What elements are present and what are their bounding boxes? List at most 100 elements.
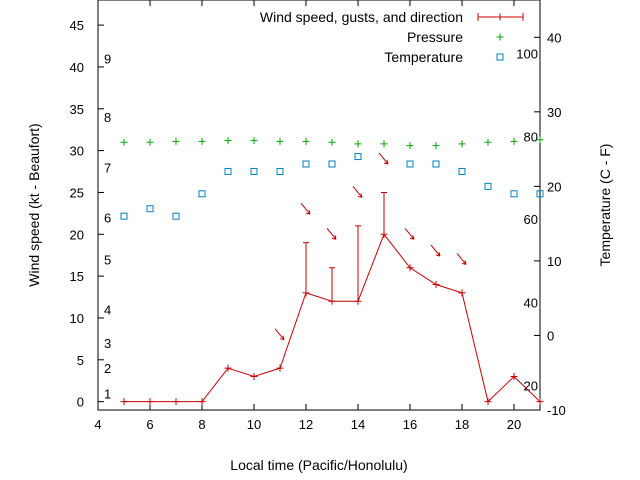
pressure-point	[198, 137, 206, 145]
legend-sample-wind	[477, 13, 524, 21]
wind-point	[302, 289, 310, 297]
pressure-point	[406, 142, 414, 150]
y-tick-label: 20	[70, 227, 84, 242]
temperature-point	[172, 212, 180, 220]
x-tick-label: 10	[247, 417, 261, 432]
y-axis-title: Wind speed (kt - Beaufort)	[26, 123, 42, 286]
chart-marks	[120, 136, 544, 406]
temperature-point	[354, 153, 362, 161]
y2-tick-label: 10	[547, 254, 561, 269]
temperature-point	[120, 212, 128, 220]
y-tick-label: 30	[70, 144, 84, 159]
temperature-point	[328, 160, 336, 168]
temperature-point	[198, 190, 206, 198]
y-tick-label: 25	[70, 185, 84, 200]
wind-point	[146, 398, 154, 406]
pressure-point	[510, 137, 518, 145]
y-tick-label: 10	[70, 311, 84, 326]
legend-label-pressure: Pressure	[407, 29, 463, 45]
x-tick-label: 18	[455, 417, 469, 432]
wind-point	[198, 398, 206, 406]
gust-bar	[381, 191, 387, 235]
x-tick-label: 8	[198, 417, 205, 432]
beaufort-label: 9	[104, 52, 111, 67]
wind-direction-arrow	[378, 152, 389, 165]
y2-tick-label: -10	[547, 403, 566, 418]
y2-tick-label: 40	[547, 30, 561, 45]
legend: Wind speed, gusts, and direction Pressure…	[260, 9, 524, 65]
wind-direction-arrow	[352, 186, 363, 198]
pressure-point	[146, 138, 154, 146]
x-tick-label: 16	[403, 417, 417, 432]
pressure-point	[484, 138, 492, 146]
wind-point	[172, 398, 180, 406]
pressure-point	[172, 137, 180, 145]
pressure-point	[536, 136, 544, 144]
y-tick-label: 5	[77, 353, 84, 368]
pressure-point	[432, 142, 440, 150]
x-tick-label: 6	[146, 417, 153, 432]
wind-direction-arrow	[274, 328, 285, 341]
x-tick-label: 12	[299, 417, 313, 432]
beaufort-label: 6	[104, 211, 111, 226]
temperature-point	[250, 167, 258, 175]
fahrenheit-label: 100	[516, 47, 538, 62]
temperature-point	[458, 167, 466, 175]
wind-direction-arrow	[456, 253, 467, 265]
temperature-point	[146, 205, 154, 213]
wind-point	[328, 297, 336, 305]
wind-point	[536, 398, 544, 406]
x-tick-label: 4	[94, 417, 101, 432]
plot-frame	[97, 0, 541, 411]
legend-sample-temperature	[496, 53, 504, 61]
pressure-point	[328, 138, 336, 146]
x-axis-title: Local time (Pacific/Honolulu)	[230, 457, 407, 473]
y2-tick-label: 20	[547, 179, 561, 194]
pressure-point	[354, 140, 362, 148]
beaufort-label: 8	[104, 110, 111, 125]
beaufort-label: 7	[104, 160, 111, 175]
y2-axis-title: Temperature (C - F)	[597, 144, 613, 267]
wind-direction-arrow	[300, 202, 311, 215]
pressure-point	[120, 138, 128, 146]
temperature-point	[406, 160, 414, 168]
legend-sample-pressure	[496, 33, 504, 41]
x-tick-label: 14	[351, 417, 365, 432]
y-tick-label: 15	[70, 269, 84, 284]
wind-point	[458, 289, 466, 297]
pressure-point	[302, 137, 310, 145]
y-tick-label: 40	[70, 60, 84, 75]
beaufort-label: 3	[104, 336, 111, 351]
pressure-point	[224, 137, 232, 145]
fahrenheit-label: 40	[524, 296, 538, 311]
pressure-point	[380, 140, 388, 148]
wind-line	[124, 233, 541, 403]
wind-point	[224, 364, 232, 372]
wind-direction-arrow	[326, 227, 337, 240]
wind-point	[406, 264, 414, 272]
wind-point	[484, 398, 492, 406]
wind-point	[276, 364, 284, 372]
beaufort-label: 5	[104, 252, 111, 267]
fahrenheit-label: 60	[524, 212, 538, 227]
y-tick-label: 35	[70, 102, 84, 117]
y2-tick-label: 0	[547, 328, 554, 343]
gust-bar	[355, 225, 361, 302]
y-tick-label: 45	[70, 18, 84, 33]
beaufort-label: 1	[104, 386, 111, 401]
y2-tick-label: 30	[547, 105, 561, 120]
temperature-point	[510, 190, 518, 198]
wind-point	[354, 297, 362, 305]
plot-frame-group	[97, 0, 541, 411]
temperature-point	[276, 167, 284, 175]
temperature-point	[484, 182, 492, 190]
wind-point	[432, 280, 440, 288]
wind-point	[120, 398, 128, 406]
temperature-point	[432, 160, 440, 168]
temperature-point	[536, 190, 544, 198]
wind-direction-arrow	[430, 244, 441, 257]
y-tick-label: 0	[77, 395, 84, 410]
wind-direction-arrow	[404, 227, 415, 240]
fahrenheit-label: 20	[524, 378, 538, 393]
